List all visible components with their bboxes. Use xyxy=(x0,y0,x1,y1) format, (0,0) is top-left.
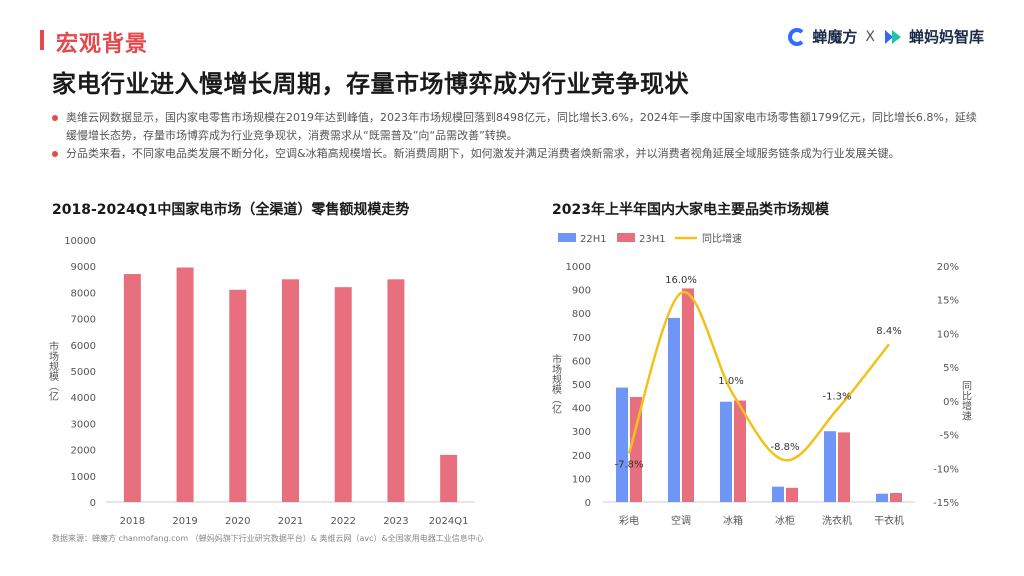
x-tick-label: 2024Q1 xyxy=(429,516,469,527)
x-tick-label: 洗衣机 xyxy=(822,514,852,527)
legend-swatch-22H1 xyxy=(558,233,576,242)
y-tick-label: 7000 xyxy=(71,315,96,326)
bar-2018 xyxy=(123,274,141,502)
brand-separator: X xyxy=(865,28,875,45)
brand-left: 蝉魔方 xyxy=(812,28,858,46)
y2-tick-label: 20% xyxy=(937,262,959,273)
y-tick-label: 0 xyxy=(90,498,96,509)
y-tick-label: 300 xyxy=(572,427,591,438)
bar-2024Q1 xyxy=(440,454,458,502)
y-tick-label: 10000 xyxy=(64,236,96,247)
bar-23h1-冰柜 xyxy=(786,487,798,502)
chanmofang-logo-icon xyxy=(788,27,807,46)
x-tick-label: 2021 xyxy=(278,516,303,527)
retail-scale-bar-chart: 0 1000 2000 3000 4000 5000 6000 7000 8000 9000 100… xyxy=(47,236,475,527)
legend-swatch-23H1 xyxy=(617,233,635,242)
y-tick-label: 500 xyxy=(572,380,591,391)
growth-data-label: -8.8% xyxy=(770,442,799,453)
x-tick-label: 冰箱 xyxy=(723,514,743,527)
y2-tick-label: 0% xyxy=(943,397,959,408)
x-tick-label: 干衣机 xyxy=(874,514,904,527)
legend-label: 23H1 xyxy=(639,234,666,245)
legend-label: 同比增速 xyxy=(702,232,742,245)
x-tick-label: 2018 xyxy=(120,516,145,527)
bar-22h1-彩电 xyxy=(616,387,628,502)
bullet-item: 分品类来看，不同家电品类发展不断分化，空调&冰箱高规模增长。新消费周期下，如何激… xyxy=(50,145,980,163)
y-tick-label: 3000 xyxy=(71,419,96,430)
chanmama-logo-icon xyxy=(884,29,901,44)
y2-tick-label: -10% xyxy=(933,464,959,475)
y-axis-label: 市场规模（亿 xyxy=(550,353,562,415)
y2-tick-label: 15% xyxy=(937,296,959,307)
bar-2023 xyxy=(387,279,405,502)
bar-22h1-洗衣机 xyxy=(824,431,836,502)
summary-bullets: 奥维云网数据显示，国内家电零售市场规模在2019年达到峰值，2023年市场规模回… xyxy=(50,109,980,163)
y-tick-label: 200 xyxy=(572,451,591,462)
section-title: 宏观背景 xyxy=(56,32,149,57)
bar-23h1-空调 xyxy=(682,288,694,502)
bar-2020 xyxy=(229,289,247,502)
y-tick-label: 0 xyxy=(585,498,591,509)
bar-22h1-冰箱 xyxy=(720,401,732,502)
growth-data-label: -7.8% xyxy=(614,459,643,470)
y-tick-label: 1000 xyxy=(566,262,591,273)
bar-2021 xyxy=(282,279,299,502)
bar-22h1-空调 xyxy=(668,317,680,502)
y-tick-label: 6000 xyxy=(71,341,96,352)
y2-tick-label: 5% xyxy=(943,363,959,374)
y2-tick-label: 10% xyxy=(937,329,959,340)
bar-23h1-冰箱 xyxy=(734,400,746,502)
data-source-note: 数据来源：蝉魔方 chanmofang.com （蝉妈妈旗下行业研究数据平台）&… xyxy=(52,534,484,543)
bar-22h1-冰柜 xyxy=(772,486,784,502)
y-tick-label: 9000 xyxy=(71,262,96,273)
section-accent-bar xyxy=(40,30,44,50)
x-tick-label: 彩电 xyxy=(619,514,639,527)
brand-logos: 蝉魔方 X 蝉妈妈智库 xyxy=(788,26,984,47)
y-tick-label: 4000 xyxy=(71,393,96,404)
bar-22h1-干衣机 xyxy=(876,493,888,502)
bar-2019 xyxy=(176,267,194,502)
y-tick-label: 5000 xyxy=(71,367,96,378)
x-tick-label: 冰柜 xyxy=(775,514,795,527)
y-tick-label: 900 xyxy=(572,286,591,297)
y-tick-label: 800 xyxy=(572,309,591,320)
bullet-item: 奥维云网数据显示，国内家电零售市场规模在2019年达到峰值，2023年市场规模回… xyxy=(50,109,980,145)
x-tick-label: 2022 xyxy=(330,516,355,527)
y-tick-label: 400 xyxy=(572,404,591,415)
x-tick-label: 2019 xyxy=(172,516,197,527)
page-headline: 家电行业进入慢增长周期，存量市场博弈成为行业竞争现状 xyxy=(52,70,689,98)
x-tick-label: 2020 xyxy=(225,516,250,527)
growth-rate-line xyxy=(627,291,890,462)
bar-2022 xyxy=(334,287,352,502)
brand-right: 蝉妈妈智库 xyxy=(908,28,984,46)
y-tick-label: 600 xyxy=(572,356,591,367)
x-tick-label: 空调 xyxy=(671,514,691,527)
y-tick-label: 700 xyxy=(572,333,591,344)
category-scale-combo-chart: 22H1 23H1 同比增速 0 100 200 300 400 500 600 700 800 900… xyxy=(550,232,972,527)
growth-data-label: -1.3% xyxy=(822,392,851,403)
y-tick-label: 100 xyxy=(572,474,591,485)
bar-23h1-彩电 xyxy=(630,396,642,502)
y2-tick-label: -5% xyxy=(940,431,959,442)
growth-data-label: 1.0% xyxy=(718,376,743,387)
left-chart-title: 2018-2024Q1中国家电市场（全渠道）零售额规模走势 xyxy=(52,202,410,218)
bar-23h1-洗衣机 xyxy=(838,432,850,502)
bar-23h1-干衣机 xyxy=(890,493,902,502)
y2-axis-label: 同比增速 xyxy=(960,381,972,421)
y2-tick-label: -15% xyxy=(933,498,959,509)
growth-data-label: 16.0% xyxy=(665,275,697,286)
y-tick-label: 2000 xyxy=(71,446,96,457)
y-tick-label: 1000 xyxy=(71,472,96,483)
growth-data-label: 8.4% xyxy=(876,326,901,337)
x-tick-label: 2023 xyxy=(383,516,408,527)
y-tick-label: 8000 xyxy=(71,288,96,299)
right-chart-title: 2023年上半年国内大家电主要品类市场规模 xyxy=(552,202,829,218)
legend-label: 22H1 xyxy=(580,234,607,245)
y-axis-label: 市场规模（亿 xyxy=(47,340,59,402)
